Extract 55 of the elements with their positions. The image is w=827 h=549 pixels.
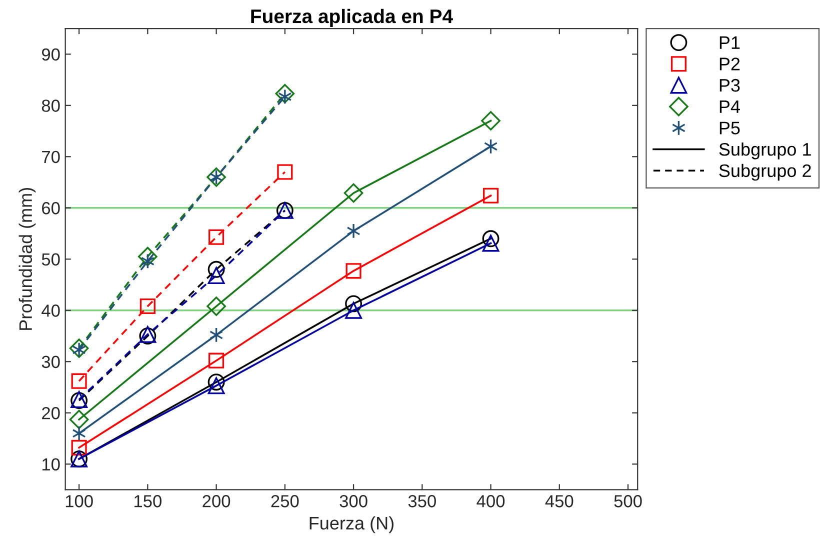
point	[206, 296, 226, 316]
point	[208, 377, 225, 394]
x-tick-label: 100	[66, 495, 93, 508]
legend-label: P2	[720, 58, 740, 70]
legend-label: P1	[720, 36, 740, 49]
x-tick-label: 350	[408, 495, 436, 508]
legend-label: P4	[720, 100, 740, 113]
point	[208, 352, 224, 368]
x-tick-label: 400	[476, 495, 505, 508]
text: Subgrupo 1	[719, 142, 811, 160]
x-tick-label: 450	[545, 495, 574, 508]
point	[72, 426, 86, 442]
point	[69, 410, 89, 430]
point	[482, 230, 500, 248]
point	[344, 183, 364, 203]
point	[71, 440, 87, 456]
y-tick-label: 50	[42, 253, 60, 266]
point	[71, 373, 87, 389]
point	[208, 374, 225, 391]
y-tick-label: 80	[42, 100, 60, 112]
y-axis-title: Profundidad (mm)	[18, 188, 36, 330]
point	[277, 164, 293, 180]
point	[208, 260, 225, 278]
point	[484, 138, 498, 154]
y-tick-label: 10	[42, 458, 60, 471]
y-tick-label: 20	[42, 407, 60, 420]
point	[208, 267, 225, 284]
x-axis-title: Fuerza (N)	[310, 516, 394, 534]
y-tick-label: 30	[42, 356, 60, 368]
point	[345, 295, 362, 312]
point	[138, 246, 158, 266]
legend-label: P3	[720, 78, 740, 92]
point	[346, 223, 360, 239]
y-tick-label: 70	[42, 150, 60, 164]
x-tick-label: 500	[614, 495, 642, 508]
x-tick-label: 250	[271, 495, 299, 508]
y-tick-label: 40	[42, 304, 60, 317]
x-tick-label: 150	[134, 495, 162, 508]
point	[482, 188, 499, 204]
point	[346, 263, 362, 279]
point	[140, 298, 156, 314]
x-tick-label: 300	[340, 495, 368, 508]
point	[209, 327, 224, 343]
x-tick-label: 200	[202, 495, 230, 508]
point	[345, 302, 362, 319]
point	[208, 229, 224, 245]
point	[481, 111, 500, 130]
point	[482, 234, 500, 252]
legend-label: P5	[720, 122, 740, 134]
text: Subgrupo 2	[719, 164, 811, 181]
y-tick-label: 60	[42, 202, 60, 214]
point	[69, 338, 89, 358]
chart-title: Fuerza aplicada en P4	[251, 8, 453, 28]
point	[275, 84, 295, 104]
y-tick-label: 90	[42, 48, 60, 61]
